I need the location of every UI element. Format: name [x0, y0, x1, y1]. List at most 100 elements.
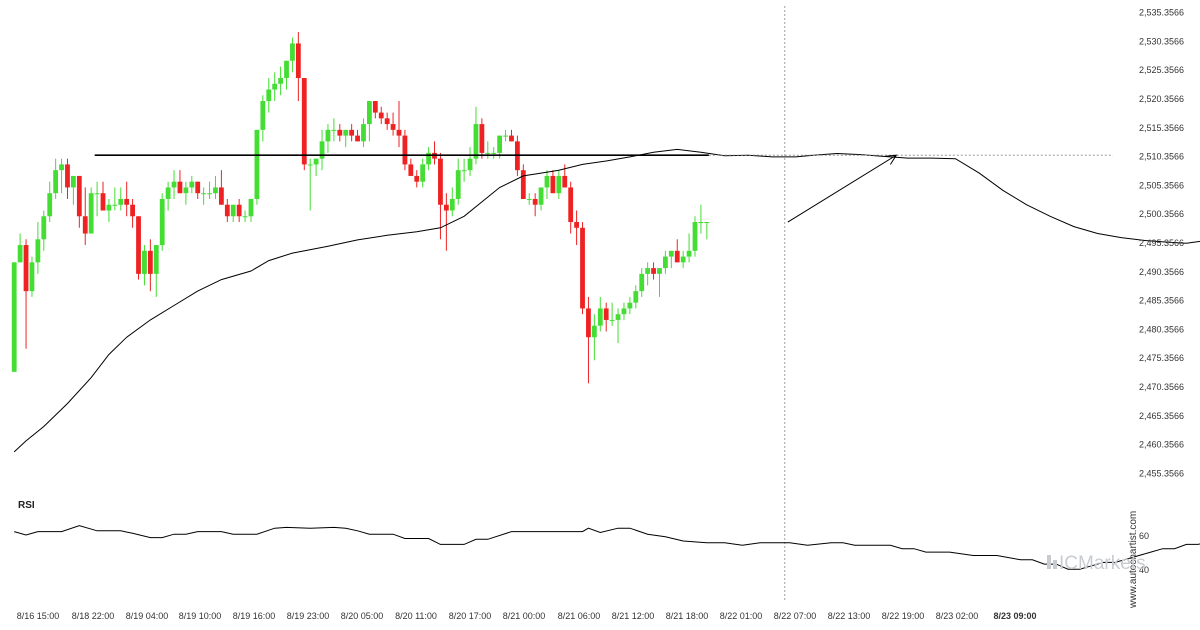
brand-logo: ICMarkets: [1047, 553, 1146, 574]
candle-body: [349, 129, 355, 136]
candle-body: [242, 216, 248, 218]
candle: [349, 124, 355, 142]
candle: [53, 158, 59, 199]
candle: [485, 141, 491, 159]
candle-body: [224, 204, 230, 217]
time-tick-label: 8/22 07:00: [774, 611, 817, 621]
price-tick-label: 2,505.3566: [1139, 180, 1184, 190]
candle: [402, 129, 408, 171]
candle: [686, 233, 692, 263]
candle: [130, 198, 135, 228]
candle: [538, 187, 544, 211]
candle-body: [597, 308, 603, 326]
candle-body: [361, 124, 366, 142]
candle: [88, 187, 94, 234]
candle: [260, 95, 266, 142]
candle: [17, 233, 23, 263]
candle: [29, 256, 35, 297]
candle: [544, 170, 550, 199]
candle: [219, 170, 224, 205]
candle: [615, 308, 621, 343]
candle: [153, 245, 159, 297]
candle-body: [331, 129, 337, 131]
candle-body: [526, 198, 532, 200]
candle-body: [420, 164, 426, 182]
candle: [455, 158, 461, 205]
rsi-line: [14, 525, 1200, 570]
price-tick-label: 2,495.3566: [1139, 238, 1184, 248]
candle-body: [367, 101, 372, 125]
forecast-arrow-line: [787, 154, 897, 223]
candle: [278, 66, 283, 96]
candle-body: [47, 193, 53, 217]
candle-body: [467, 158, 473, 171]
candles: [11, 31, 710, 384]
candle-body: [17, 245, 23, 263]
candle: [65, 158, 70, 199]
price-tick-label: 2,470.3566: [1139, 382, 1184, 392]
candle: [692, 216, 698, 257]
candle-body: [53, 170, 59, 194]
candle-body: [532, 198, 538, 205]
time-tick-label: 8/21 12:00: [612, 611, 655, 621]
candle: [509, 129, 514, 142]
candle: [432, 141, 437, 165]
candle: [355, 129, 360, 142]
candle-body: [130, 204, 135, 217]
rsi-axis: 60 40: [1139, 531, 1149, 575]
candle-body: [313, 158, 319, 165]
candle: [195, 181, 201, 199]
candle-body: [11, 262, 17, 372]
candle-body: [29, 262, 35, 292]
candle-body: [183, 187, 189, 194]
candle: [136, 216, 141, 280]
candle-body: [142, 250, 147, 274]
watermark: www.autochartist.com ICMarkets: [1047, 511, 1146, 609]
time-tick-label: 8/19 16:00: [233, 611, 276, 621]
candle: [633, 285, 639, 309]
candle: [674, 239, 680, 263]
candle-body: [153, 245, 159, 274]
candle-body: [509, 135, 514, 142]
candle-body: [550, 175, 556, 194]
price-tick-label: 2,480.3566: [1139, 324, 1184, 334]
candle-body: [491, 152, 497, 154]
candle-body: [674, 250, 680, 263]
candle: [390, 112, 396, 136]
candle-body: [319, 141, 325, 159]
candle: [663, 250, 668, 274]
candle: [254, 129, 260, 205]
candle: [159, 193, 165, 251]
candle: [183, 181, 189, 205]
candle-body: [556, 175, 562, 194]
candle-body: [165, 187, 171, 199]
candle-body: [337, 129, 343, 136]
brand-logo-bar: [1053, 560, 1057, 569]
candle-body: [124, 198, 130, 205]
candle-body: [118, 198, 124, 205]
time-tick-label: 8/16 15:00: [17, 611, 60, 621]
candle-body: [503, 135, 508, 137]
candle-body: [609, 319, 615, 321]
candle: [603, 302, 609, 332]
candle-body: [76, 175, 82, 217]
candle: [272, 72, 278, 102]
candle-body: [35, 239, 41, 263]
time-tick-label: 8/22 19:00: [882, 611, 925, 621]
rsi-tick-label: 40: [1139, 565, 1149, 575]
candle-body: [633, 291, 639, 303]
candle-body: [189, 181, 195, 188]
rsi-tick-label: 60: [1139, 531, 1149, 541]
candle-body: [668, 250, 674, 257]
candle: [213, 175, 218, 199]
candle: [337, 124, 343, 142]
candle-body: [621, 308, 627, 315]
candle: [580, 222, 585, 315]
candle-body: [71, 175, 76, 188]
candle-body: [562, 175, 568, 188]
moving-average-line: [13, 148, 1200, 453]
candle-body: [343, 129, 349, 136]
candle: [532, 193, 538, 217]
candle: [325, 124, 331, 153]
candle: [23, 239, 29, 349]
